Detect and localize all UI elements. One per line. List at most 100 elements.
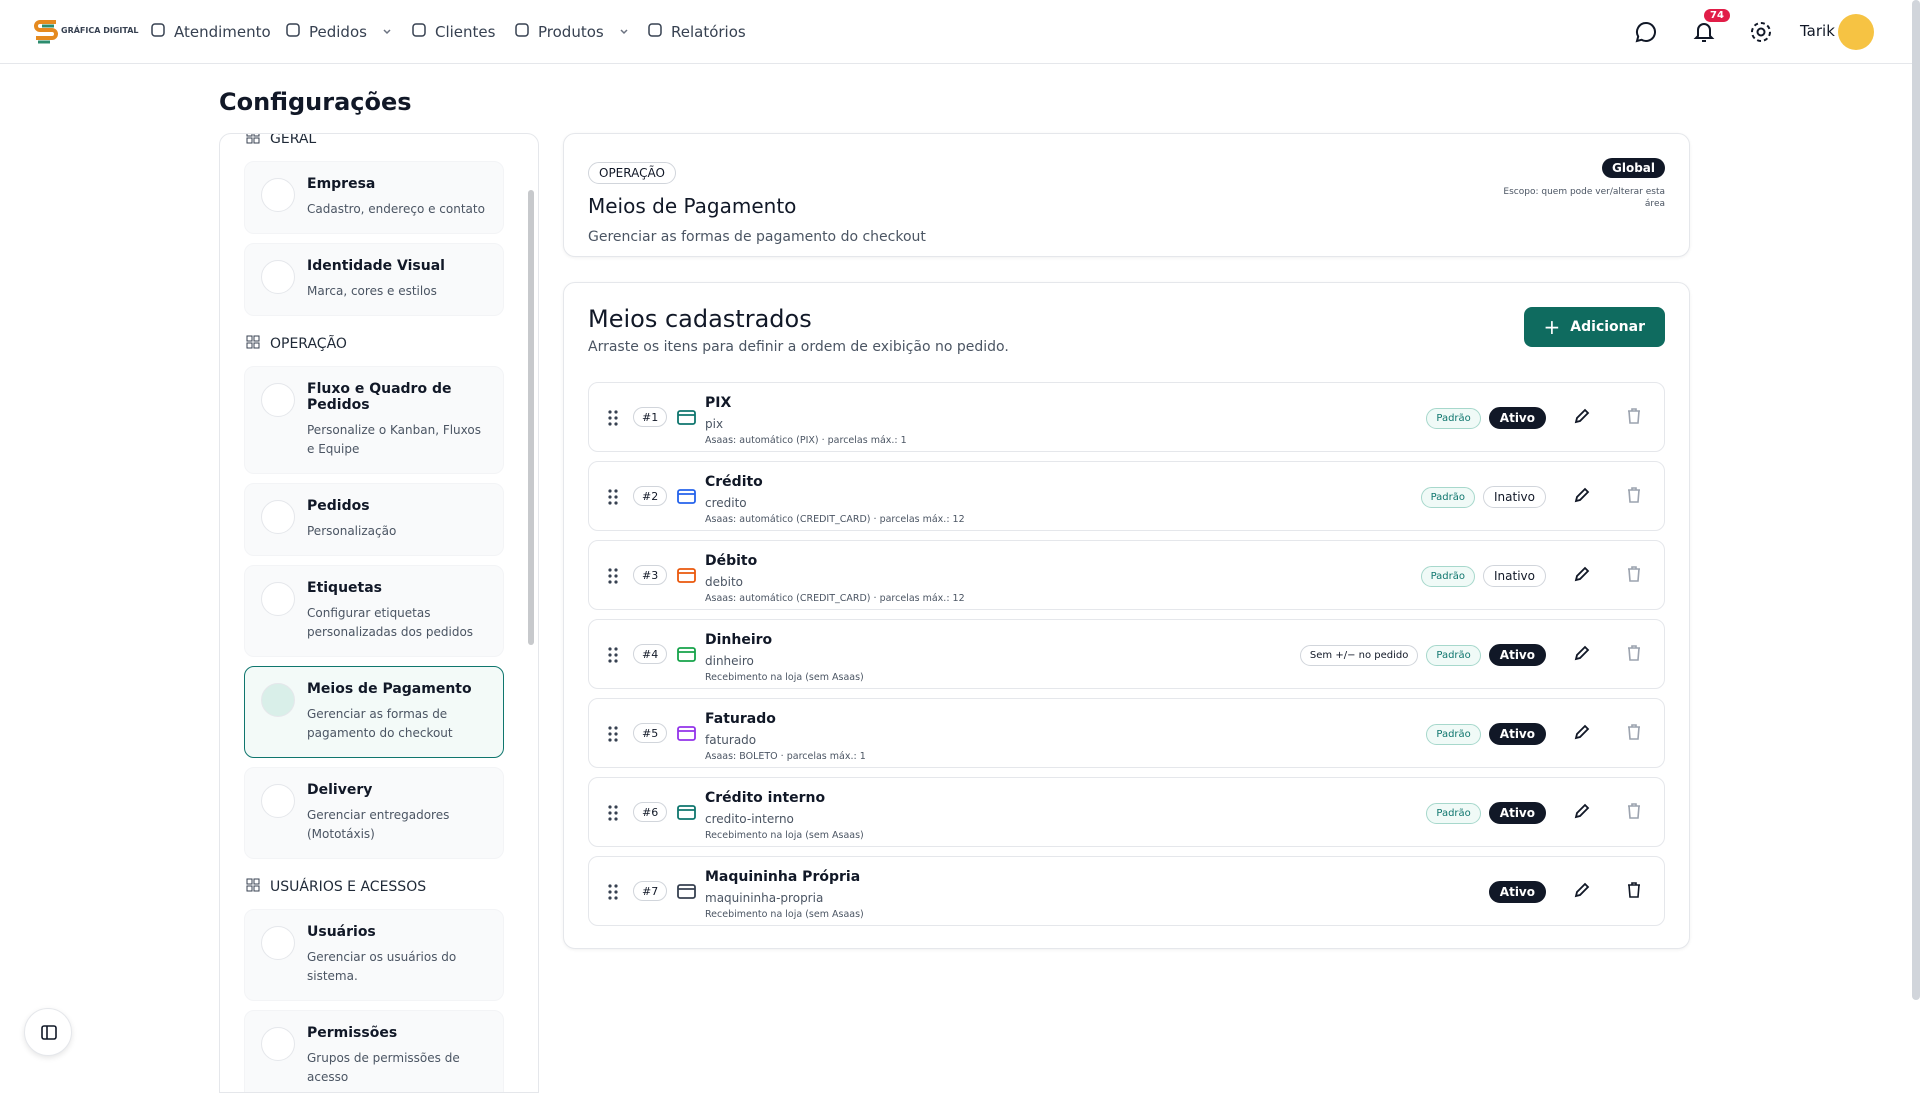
method-slug: debito [705,575,743,589]
item-description: Gerenciar entregadores (Mototáxis) [307,808,450,841]
payment-row: #2 Crédito credito Asaas: automático (CREDI… [588,461,1665,531]
method-icon-svg [677,884,696,899]
edit-button[interactable] [1572,485,1592,509]
section-title: USUÁRIOS E ACESSOS [270,879,427,895]
nav-item[interactable]: Pedidos [285,22,393,42]
edit-button[interactable] [1572,406,1592,430]
delete-button-svg [1628,487,1640,503]
method-slug: pix [705,417,724,431]
delete-button[interactable] [1624,406,1644,430]
delete-button[interactable] [1624,485,1644,509]
nav-icon [150,22,166,42]
settings-item[interactable]: Fluxo e Quadro de Pedidos Personalize o K… [244,366,504,474]
add-button[interactable]: + Adicionar [1523,307,1665,347]
edit-button[interactable] [1572,643,1592,667]
edit-button[interactable] [1572,564,1592,588]
nav-icon-svg [151,23,165,37]
settings-item[interactable]: Etiquetas Configurar etiquetas personaliz… [244,565,504,657]
settings-item[interactable]: Empresa Cadastro, endereço e contato [244,161,504,234]
payment-row: #1 PIX pix Asaas: automático (PIX) · parcel… [588,382,1665,452]
settings-item[interactable]: Usuários Gerenciar os usuários do sistema… [244,909,504,1001]
status[interactable]: Inativo [1483,565,1546,587]
nav-item[interactable]: Atendimento [150,22,271,42]
nav-item[interactable]: Relatórios [647,22,746,42]
nav-label: Clientes [435,23,496,41]
status[interactable]: Ativo [1488,723,1546,745]
method-detail: Asaas: BOLETO · parcelas máx.: 1 [705,751,866,762]
drag-handle [607,646,619,668]
order-index: #7 [633,881,668,901]
delete-button[interactable] [1624,801,1644,825]
order-index: #1 [633,407,668,427]
section-icon-svg [246,878,260,892]
status[interactable]: Inativo [1483,486,1546,508]
chat-icon[interactable] [1634,20,1658,44]
delete-button[interactable] [1624,880,1644,904]
drag-handle-svg [608,410,618,426]
bell-icon[interactable] [1692,19,1716,45]
nav-icon-svg [286,23,300,37]
settings-item[interactable]: Delivery Gerenciar entregadores (Mototáxi… [244,767,504,859]
nav-item[interactable]: Clientes [411,22,495,42]
drag-handle [607,409,619,431]
avatar[interactable] [1838,14,1874,50]
edit-button-svg [1574,566,1590,582]
drag-handle [607,804,619,826]
method-detail: Recebimento na loja (sem Asaas) [705,909,864,920]
method-detail: Asaas: automático (PIX) · parcelas máx.:… [705,435,907,446]
edit-button[interactable] [1572,801,1592,825]
status[interactable]: Ativo [1488,644,1546,666]
payment-row: #6 Crédito interno credito-interno Recebime… [588,777,1665,847]
edit-button[interactable] [1572,722,1592,746]
item-title: Empresa [307,176,376,192]
section-icon [246,878,260,896]
section-icon-svg [246,134,260,144]
item-icon [261,683,295,717]
settings-item[interactable]: Pedidos Personalização [244,483,504,556]
delete-button[interactable] [1624,722,1644,746]
section-heading: USUÁRIOS E ACESSOS [244,878,504,896]
user-name[interactable]: Tarik [1800,22,1835,40]
settings-item[interactable]: Permissões Grupos de permissões de acesso [244,1010,504,1092]
edit-button-svg [1574,645,1590,661]
method-icon [677,566,697,590]
chevron-svg [620,29,628,35]
row-actions: Padrão Ativo [1426,383,1644,453]
method-icon-svg [677,805,696,820]
plus-icon: + [1543,315,1561,339]
list-subtitle: Arraste os itens para definir a ordem de… [588,339,1009,355]
tag: Padrão [1426,802,1481,824]
nav-label: Produtos [538,23,604,41]
section-tag: OPERAÇÃO [588,162,676,184]
payment-row: #4 Dinheiro dinheiro Recebimento na loja (s… [588,619,1665,689]
delete-button[interactable] [1624,643,1644,667]
drag-handle-svg [608,805,618,821]
status[interactable]: Ativo [1488,407,1546,429]
page-title: Configurações [219,88,412,116]
settings-item[interactable]: Meios de Pagamento Gerenciar as formas de… [244,666,504,758]
method-icon-svg [677,489,696,504]
edit-button[interactable] [1572,880,1592,904]
settings-icon[interactable] [1749,20,1773,44]
chevron [618,23,630,41]
delete-button[interactable] [1624,564,1644,588]
status[interactable]: Ativo [1488,881,1546,903]
method-icon [677,408,697,432]
drag-handle-svg [608,726,618,742]
section-icon-svg [246,335,260,349]
chevron-svg [383,29,391,35]
delete-button-svg [1628,408,1640,424]
row-actions: Sem +/− no pedido Padrão Ativo [1299,620,1644,690]
method-name: PIX [705,395,732,411]
item-title: Pedidos [307,498,370,514]
payment-row: #5 Faturado faturado Asaas: BOLETO · parcel… [588,698,1665,768]
nav-item[interactable]: Produtos [514,22,630,42]
top-nav: GRÁFICA DIGITAL Atendimento Pedidos Client… [0,0,1920,64]
status[interactable]: Ativo [1488,802,1546,824]
sidebar-toggle[interactable] [24,1008,72,1056]
item-title: Usuários [307,924,376,940]
row-actions: Padrão Ativo [1426,699,1644,769]
nav-icon-svg [515,23,529,37]
settings-item[interactable]: Identidade Visual Marca, cores e estilos [244,243,504,316]
